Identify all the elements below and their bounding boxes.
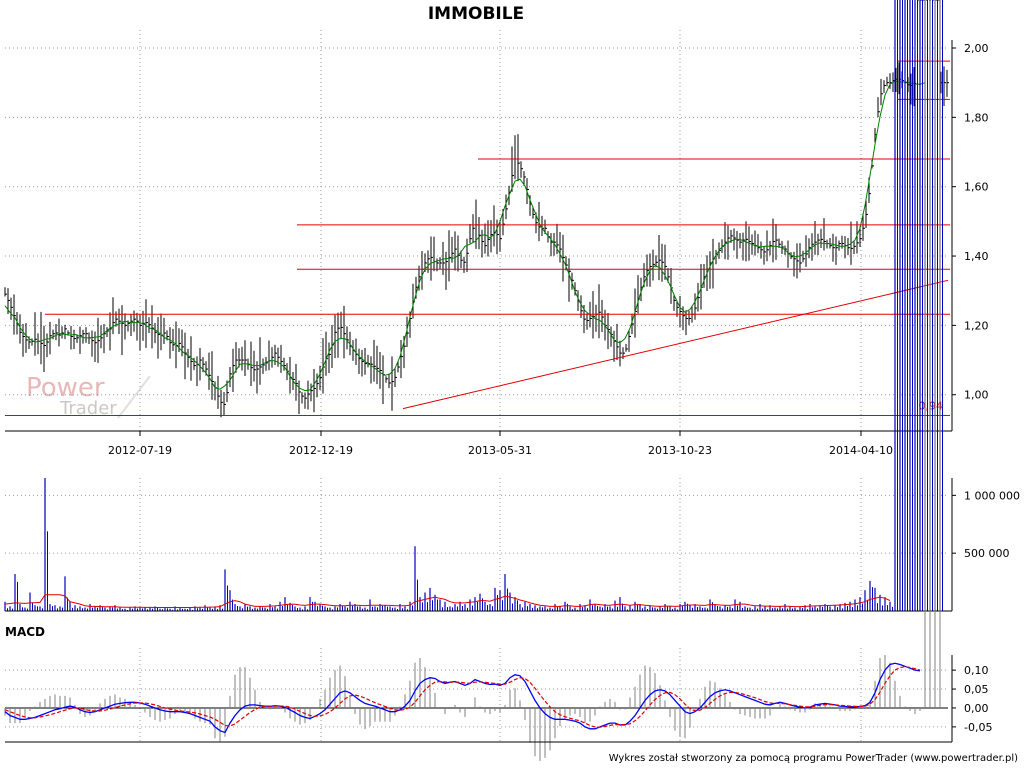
x-tick-label: 2014-04-10 (829, 444, 893, 457)
date-x-axis: 2012-07-19 2012-12-19 2013-05-31 2013-10-23… (108, 431, 893, 457)
logo-power-text: Power (26, 373, 105, 403)
y-tick-label: 2,00 (964, 42, 989, 55)
y-tick-label: 0,00 (964, 702, 989, 715)
y-tick-label: 1,60 (964, 181, 989, 194)
y-tick-label: 0,10 (964, 664, 989, 677)
x-tick-label: 2012-07-19 (108, 444, 172, 457)
uptrend-line (402, 279, 949, 410)
moving-average (4, 80, 926, 392)
footer-credit: Wykres został stworzony za pomocą progra… (609, 753, 1018, 764)
y-tick-label: -0,05 (964, 721, 992, 734)
trendline (402, 279, 949, 410)
macd-line (4, 662, 921, 734)
price-panel: 0,94 1,00 1,20 1,40 1,60 1,80 2,00 2012-07-19… (4, 0, 989, 457)
powertrader-logo: Power Trader (26, 373, 151, 419)
x-tick-label: 2012-12-19 (289, 444, 353, 457)
volume-panel: 500 000 1 000 000 (4, 0, 1020, 612)
y-tick-label: 500 000 (964, 547, 1010, 560)
y-tick-label: 1,80 (964, 111, 989, 124)
y-tick-label: 1,00 (964, 389, 989, 402)
y-tick-label: 1,40 (964, 250, 989, 263)
macd-panel: MACD -0,05 0,00 0,05 0,10 (4, 0, 992, 761)
macd-histogram (4, 0, 941, 761)
y-tick-label: 1,20 (964, 319, 989, 332)
macd-grid (5, 648, 948, 742)
x-tick-label: 2013-10-23 (648, 444, 712, 457)
support-resistance-lines: 0,94 (5, 60, 950, 417)
signal-line (4, 666, 921, 728)
volume-average-line (4, 594, 891, 608)
volume-grid (5, 478, 948, 611)
y-tick-label: 1 000 000 (964, 489, 1020, 502)
moving-average-line (4, 80, 926, 392)
volume-y-axis: 500 000 1 000 000 (952, 489, 1020, 560)
y-tick-label: 0,05 (964, 683, 989, 696)
logo-trader-text: Trader (59, 398, 117, 419)
volume-average (4, 594, 891, 608)
macd-label: MACD (5, 625, 45, 639)
x-tick-label: 2013-05-31 (468, 444, 532, 457)
logo-swoosh-icon (117, 375, 151, 419)
price-y-axis: 1,00 1,20 1,40 1,60 1,80 2,00 (952, 42, 989, 402)
chart-title: IMMOBILE (428, 4, 524, 24)
macd-lines (4, 662, 921, 734)
price-bars (4, 0, 949, 418)
macd-y-axis: -0,05 0,00 0,05 0,10 (952, 664, 992, 734)
